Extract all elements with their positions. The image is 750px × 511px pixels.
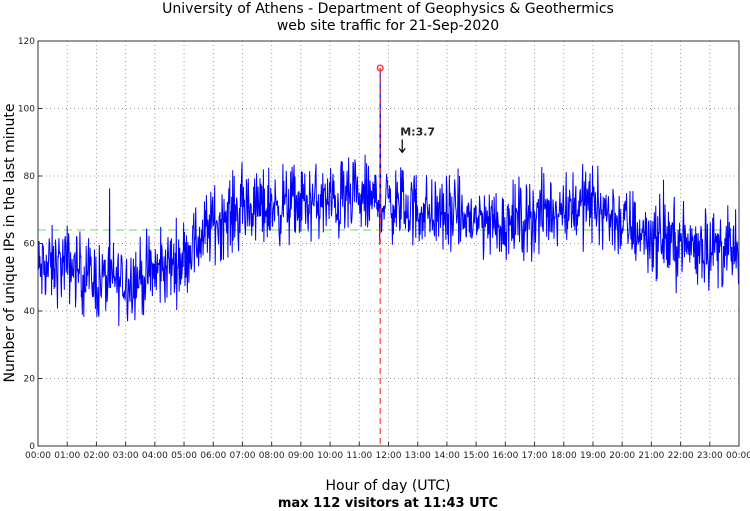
x-tick-label: 17:00 xyxy=(522,451,548,461)
x-axis-label: Hour of day (UTC) xyxy=(326,478,451,494)
chart-title: University of Athens - Department of Geo… xyxy=(162,1,614,17)
x-tick-label: 04:00 xyxy=(142,451,168,461)
x-tick-label: 13:00 xyxy=(405,451,431,461)
x-tick-label: 09:00 xyxy=(288,451,314,461)
x-tick-label: 22:00 xyxy=(668,451,694,461)
y-tick-label: 0 xyxy=(29,442,35,452)
x-ticks: 00:00 01:00 02:00 03:00 04:00 05:00 06:00 07:00… xyxy=(25,442,750,461)
y-tick-label: 20 xyxy=(24,375,36,385)
x-tick-label: 15:00 xyxy=(463,451,489,461)
x-tick-label: 10:00 xyxy=(317,451,343,461)
chart-subtitle: web site traffic for 21-Sep-2020 xyxy=(277,18,499,34)
x-tick-label: 05:00 xyxy=(171,451,197,461)
y-tick-label: 60 xyxy=(24,240,36,250)
y-tick-label: 40 xyxy=(24,307,36,317)
plot-frame xyxy=(37,40,740,447)
x-tick-label: 20:00 xyxy=(609,451,635,461)
x-tick-label: 18:00 xyxy=(551,451,577,461)
x-tick-label: 23:00 xyxy=(697,451,723,461)
x-tick-label: 01:00 xyxy=(54,451,80,461)
max-visitors-label: max 112 visitors at 11:43 UTC xyxy=(278,496,498,511)
x-tick-label: 00:00 xyxy=(25,451,51,461)
x-tick-label: 14:00 xyxy=(434,451,460,461)
y-tick-label: 80 xyxy=(24,172,36,182)
max-marker xyxy=(376,64,384,72)
x-tick-label: 12:00 xyxy=(376,451,402,461)
series-line xyxy=(37,67,740,327)
x-tick-label: 16:00 xyxy=(492,451,518,461)
x-tick-label: 00:00 xyxy=(726,451,750,461)
x-tick-label: 21:00 xyxy=(638,451,664,461)
x-tick-label: 19:00 xyxy=(580,451,606,461)
y-axis-label: Number of unique IPs in the last minute xyxy=(2,104,18,383)
x-tick-label: 06:00 xyxy=(200,451,226,461)
x-tick-label: 11:00 xyxy=(346,451,372,461)
annotation-label: M:3.7 xyxy=(400,125,435,138)
y-tick-label: 100 xyxy=(18,105,35,115)
y-tick-label: 120 xyxy=(18,37,35,47)
x-tick-label: 07:00 xyxy=(229,451,255,461)
x-tick-label: 02:00 xyxy=(83,451,109,461)
x-tick-label: 03:00 xyxy=(113,451,139,461)
grid xyxy=(38,41,739,446)
annotation-arrow-icon xyxy=(398,139,406,154)
x-tick-label: 08:00 xyxy=(259,451,285,461)
y-ticks: 0 20 40 60 80 100 120 xyxy=(18,37,42,452)
